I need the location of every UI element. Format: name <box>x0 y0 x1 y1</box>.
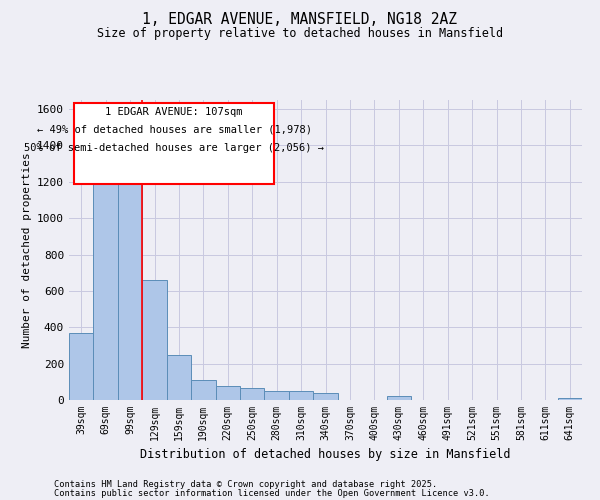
Bar <box>142 280 167 400</box>
Text: 1 EDGAR AVENUE: 107sqm: 1 EDGAR AVENUE: 107sqm <box>106 107 243 117</box>
Text: ← 49% of detached houses are smaller (1,978): ← 49% of detached houses are smaller (1,… <box>37 125 311 135</box>
Bar <box>313 392 338 400</box>
Bar <box>118 176 142 400</box>
Y-axis label: Number of detached properties: Number of detached properties <box>22 152 32 348</box>
Text: Size of property relative to detached houses in Mansfield: Size of property relative to detached ho… <box>97 28 503 40</box>
Bar <box>69 332 94 400</box>
Bar <box>167 354 191 400</box>
Bar <box>215 386 240 400</box>
Bar <box>191 380 215 400</box>
Bar <box>240 388 265 400</box>
Bar <box>94 166 118 400</box>
Bar <box>265 391 289 400</box>
X-axis label: Distribution of detached houses by size in Mansfield: Distribution of detached houses by size … <box>140 448 511 462</box>
Bar <box>557 398 582 400</box>
Bar <box>386 396 411 400</box>
Text: Contains HM Land Registry data © Crown copyright and database right 2025.: Contains HM Land Registry data © Crown c… <box>54 480 437 489</box>
Text: 1, EDGAR AVENUE, MANSFIELD, NG18 2AZ: 1, EDGAR AVENUE, MANSFIELD, NG18 2AZ <box>143 12 458 28</box>
Text: 50% of semi-detached houses are larger (2,056) →: 50% of semi-detached houses are larger (… <box>24 143 324 153</box>
Bar <box>289 391 313 400</box>
Text: Contains public sector information licensed under the Open Government Licence v3: Contains public sector information licen… <box>54 490 490 498</box>
